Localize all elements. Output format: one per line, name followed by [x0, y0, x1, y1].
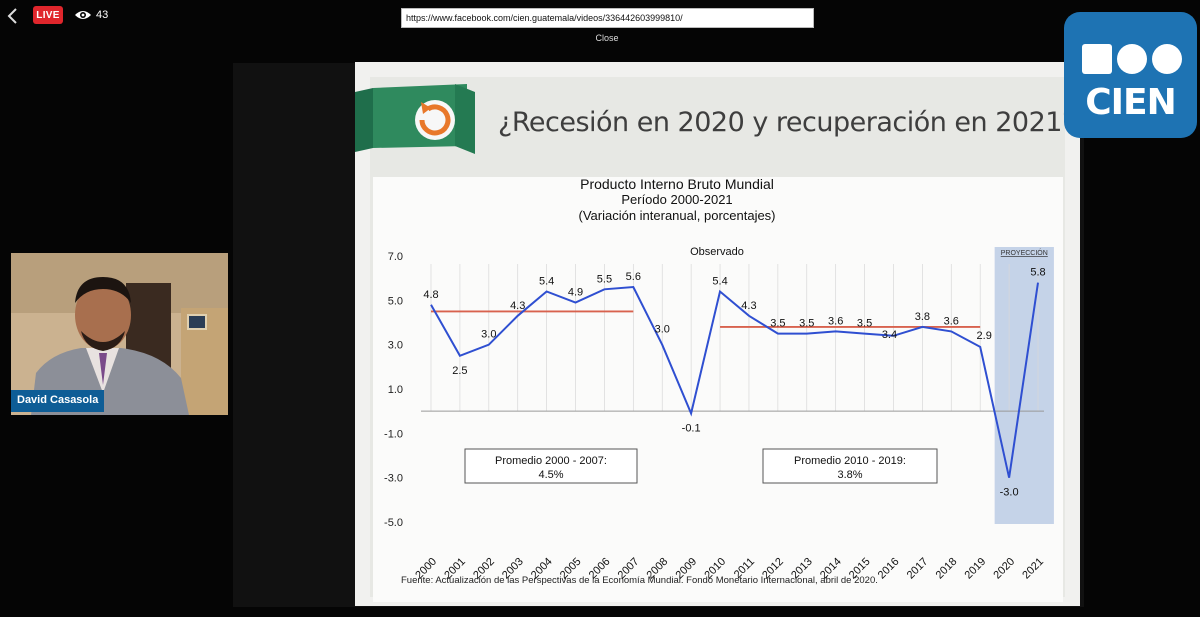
y-tick-label: 7.0	[388, 251, 403, 263]
y-tick-label: -5.0	[384, 517, 403, 529]
data-label: 3.4	[882, 329, 897, 341]
data-label: 5.4	[712, 275, 727, 287]
data-label: 3.8	[915, 311, 930, 323]
slide: ¿Recesión en 2020 y recuperación en 2021…	[355, 62, 1080, 606]
y-tick-label: 5.0	[388, 295, 403, 307]
close-button[interactable]: Close	[583, 31, 631, 45]
back-chevron-icon[interactable]	[4, 6, 22, 26]
speaker-name-tag: David Casasola	[11, 390, 105, 412]
observed-label: Observado	[690, 246, 744, 258]
data-label: 5.4	[539, 275, 554, 287]
data-label: 4.3	[741, 300, 756, 312]
average-box	[762, 448, 938, 484]
projection-label: PROYECCIÓN	[1001, 248, 1048, 257]
average-box-value: 4.5%	[538, 469, 563, 481]
data-label: 3.0	[655, 324, 670, 336]
data-label: 3.5	[857, 318, 872, 330]
data-label: 5.8	[1030, 267, 1045, 279]
logo-shapes-icon	[1082, 44, 1182, 74]
data-label: 3.6	[944, 315, 959, 327]
cien-logo: CIEN	[1064, 12, 1197, 138]
y-tick-label: 1.0	[388, 384, 403, 396]
series-line	[430, 282, 1039, 478]
average-box-label: Promedio 2010 - 2019:	[794, 455, 906, 467]
eye-icon	[75, 11, 91, 19]
y-tick-label: 3.0	[388, 340, 403, 352]
data-label: 2.9	[977, 330, 992, 342]
gdp-line-chart: Producto Interno Bruto Mundial Período 2…	[373, 176, 1063, 602]
average-box-label: Promedio 2000 - 2007:	[495, 455, 607, 467]
logo-text: CIEN	[1085, 82, 1177, 123]
data-label: 3.0	[481, 329, 496, 341]
data-label: 5.5	[597, 273, 612, 285]
chart-title: Producto Interno Bruto Mundial	[580, 176, 774, 192]
data-label: 2.5	[452, 365, 467, 377]
average-box	[464, 448, 638, 484]
data-label: 5.6	[626, 271, 641, 283]
chart-panel	[373, 177, 1063, 602]
live-badge: LIVE	[33, 6, 63, 24]
projection-band	[994, 247, 1054, 524]
y-tick-label: -1.0	[384, 428, 403, 440]
data-label: 4.3	[510, 300, 525, 312]
data-label: 3.5	[799, 318, 814, 330]
chart-subtitle-period: Período 2000-2021	[621, 192, 732, 207]
data-label: 3.6	[828, 315, 843, 327]
slide-title: ¿Recesión en 2020 y recuperación en 2021…	[498, 107, 1076, 138]
data-label: 4.9	[568, 287, 583, 299]
refresh-ribbon-icon	[355, 84, 475, 154]
average-box-value: 3.8%	[837, 469, 862, 481]
data-label: -0.1	[682, 422, 701, 434]
viewer-count: 43	[74, 6, 108, 24]
y-tick-label: -3.0	[384, 473, 403, 485]
source-note: Fuente: Actualización de las Perspectiva…	[401, 575, 878, 586]
data-label: 3.5	[770, 318, 785, 330]
data-label: -3.0	[1000, 487, 1019, 499]
chart-subtitle-units: (Variación interanual, porcentajes)	[578, 208, 775, 223]
data-label: 4.8	[423, 289, 438, 301]
viewer-count-value: 43	[96, 9, 109, 21]
url-field[interactable]	[401, 8, 814, 28]
